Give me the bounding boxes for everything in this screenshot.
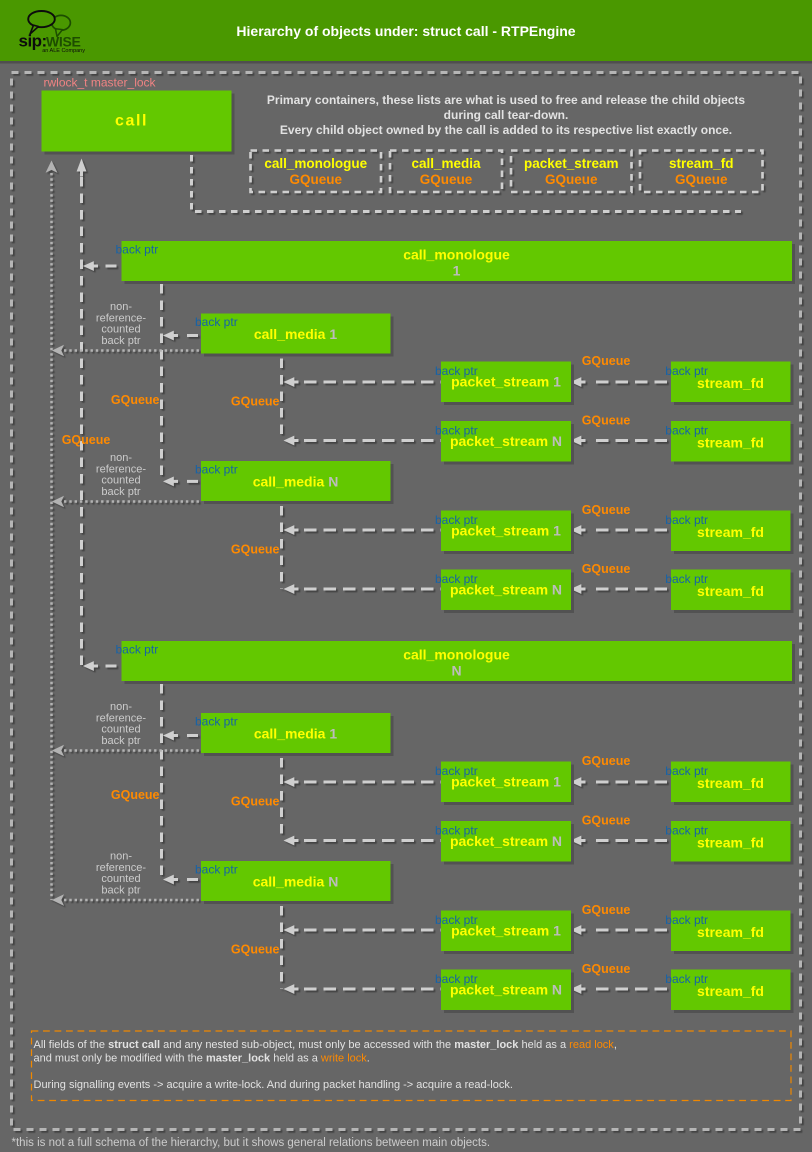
svg-text:call_monologue: call_monologue xyxy=(403,247,510,263)
svg-text:stream_fd: stream_fd xyxy=(669,156,734,171)
svg-text:Every child object owned by th: Every child object owned by the call is … xyxy=(280,123,732,137)
svg-text:call_media: call_media xyxy=(411,156,481,171)
svg-text:packet_stream 1: packet_stream 1 xyxy=(451,523,561,539)
svg-text:stream_fd: stream_fd xyxy=(697,775,764,791)
svg-text:packet_stream 1: packet_stream 1 xyxy=(451,774,561,790)
svg-text:GQueue: GQueue xyxy=(111,393,160,407)
svg-text:GQueue: GQueue xyxy=(231,394,280,408)
svg-text:back ptr: back ptr xyxy=(195,315,238,329)
svg-text:back ptr: back ptr xyxy=(435,364,478,378)
svg-text:GQueue: GQueue xyxy=(111,788,160,802)
svg-text:back ptr: back ptr xyxy=(435,424,478,438)
svg-text:back ptr: back ptr xyxy=(101,884,140,896)
svg-text:GQueue: GQueue xyxy=(582,414,631,428)
svg-text:call_media N: call_media N xyxy=(253,474,339,490)
svg-text:back ptr: back ptr xyxy=(116,643,159,657)
svg-text:counted: counted xyxy=(101,724,140,736)
svg-text:back ptr: back ptr xyxy=(195,715,238,729)
svg-text:reference-: reference- xyxy=(96,463,146,475)
svg-text:back ptr: back ptr xyxy=(665,364,708,378)
svg-text:packet_stream N: packet_stream N xyxy=(450,433,562,449)
svg-text:stream_fd: stream_fd xyxy=(697,924,764,940)
svg-text:GQueue: GQueue xyxy=(62,433,111,447)
svg-text:WISE: WISE xyxy=(46,34,81,50)
svg-text:packet_stream N: packet_stream N xyxy=(450,982,562,998)
svg-text:back ptr: back ptr xyxy=(435,513,478,527)
svg-text:call_monologue: call_monologue xyxy=(403,647,510,663)
svg-text:packet_stream N: packet_stream N xyxy=(450,833,562,849)
svg-text:back ptr: back ptr xyxy=(435,572,478,586)
svg-text:back ptr: back ptr xyxy=(195,463,238,477)
svg-text:back ptr: back ptr xyxy=(665,764,708,778)
svg-text:N: N xyxy=(451,663,461,679)
svg-text:non-: non- xyxy=(110,301,132,313)
svg-text:reference-: reference- xyxy=(96,712,146,724)
svg-text:stream_fd: stream_fd xyxy=(697,435,764,451)
svg-text:*this is not a full schema of: *this is not a full schema of the hierar… xyxy=(12,1137,491,1149)
svg-text:back ptr: back ptr xyxy=(435,824,478,838)
svg-text:packet_stream N: packet_stream N xyxy=(450,582,562,598)
svg-text:counted: counted xyxy=(101,324,140,336)
svg-text:All fields of the struct call: All fields of the struct call and any ne… xyxy=(34,1039,617,1051)
svg-text:Primary containers, these list: Primary containers, these lists are what… xyxy=(267,93,746,107)
svg-text:packet_stream 1: packet_stream 1 xyxy=(451,923,561,939)
svg-text:call_monologue: call_monologue xyxy=(264,156,367,171)
svg-text:GQueue: GQueue xyxy=(582,562,631,576)
svg-text:back ptr: back ptr xyxy=(101,335,140,347)
svg-text:GQueue: GQueue xyxy=(582,962,631,976)
svg-text:packet_stream 1: packet_stream 1 xyxy=(451,374,561,390)
svg-text:back ptr: back ptr xyxy=(101,735,140,747)
svg-text:stream_fd: stream_fd xyxy=(697,583,764,599)
svg-text:non-: non- xyxy=(110,701,132,713)
svg-text:rwlock_t master_lock: rwlock_t master_lock xyxy=(44,76,157,90)
svg-text:back ptr: back ptr xyxy=(665,572,708,586)
svg-text:and must only be modified with: and must only be modified with the maste… xyxy=(34,1053,370,1065)
svg-text:back ptr: back ptr xyxy=(101,486,140,498)
svg-text:counted: counted xyxy=(101,873,140,885)
svg-text:non-: non- xyxy=(110,452,132,464)
svg-text:stream_fd: stream_fd xyxy=(697,375,764,391)
svg-text:back ptr: back ptr xyxy=(665,513,708,527)
svg-text:GQueue: GQueue xyxy=(231,794,280,808)
svg-text:back ptr: back ptr xyxy=(195,863,238,877)
svg-text:Hierarchy of objects under: st: Hierarchy of objects under: struct call … xyxy=(236,23,575,39)
svg-text:call: call xyxy=(115,113,148,130)
svg-text:back ptr: back ptr xyxy=(116,243,159,257)
svg-text:GQueue: GQueue xyxy=(582,814,631,828)
svg-text:sip:: sip: xyxy=(19,32,47,51)
svg-text:GQueue: GQueue xyxy=(582,903,631,917)
svg-text:back ptr: back ptr xyxy=(665,824,708,838)
svg-text:call_media N: call_media N xyxy=(253,874,339,890)
svg-text:an ALE Company: an ALE Company xyxy=(42,48,85,54)
svg-text:stream_fd: stream_fd xyxy=(697,835,764,851)
svg-text:packet_stream: packet_stream xyxy=(524,156,619,171)
svg-text:GQueue: GQueue xyxy=(582,754,631,768)
svg-text:during call tear-down.: during call tear-down. xyxy=(444,108,569,122)
svg-text:GQueue: GQueue xyxy=(582,354,631,368)
svg-text:reference-: reference- xyxy=(96,862,146,874)
svg-text:call_media 1: call_media 1 xyxy=(254,726,338,742)
svg-text:non-: non- xyxy=(110,851,132,863)
svg-text:GQueue: GQueue xyxy=(420,172,473,187)
svg-text:GQueue: GQueue xyxy=(675,172,728,187)
svg-text:call_media 1: call_media 1 xyxy=(254,326,338,342)
svg-text:GQueue: GQueue xyxy=(231,943,280,957)
svg-text:back ptr: back ptr xyxy=(665,913,708,927)
svg-text:stream_fd: stream_fd xyxy=(697,983,764,999)
svg-text:back ptr: back ptr xyxy=(435,972,478,986)
svg-text:GQueue: GQueue xyxy=(545,172,598,187)
svg-text:GQueue: GQueue xyxy=(289,172,342,187)
svg-text:stream_fd: stream_fd xyxy=(697,524,764,540)
svg-text:back ptr: back ptr xyxy=(665,424,708,438)
svg-text:1: 1 xyxy=(453,263,461,279)
svg-text:back ptr: back ptr xyxy=(435,913,478,927)
svg-text:back ptr: back ptr xyxy=(435,764,478,778)
svg-text:GQueue: GQueue xyxy=(231,543,280,557)
svg-text:counted: counted xyxy=(101,475,140,487)
svg-text:reference-: reference- xyxy=(96,312,146,324)
svg-text:GQueue: GQueue xyxy=(582,503,631,517)
svg-text:back ptr: back ptr xyxy=(665,972,708,986)
svg-text:During signalling events -> ac: During signalling events -> acquire a wr… xyxy=(34,1079,513,1091)
